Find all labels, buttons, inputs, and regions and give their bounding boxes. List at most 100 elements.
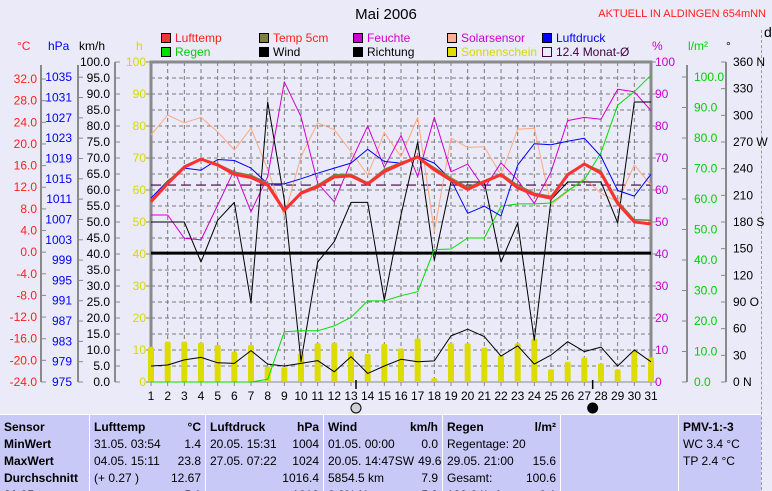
sunshine-bar — [231, 352, 237, 382]
axis-label-temp: -8.0 — [16, 288, 37, 302]
x-tick-label: 9 — [281, 389, 288, 403]
plot-frame — [151, 62, 651, 382]
x-tick-label: 17 — [411, 389, 425, 403]
axis-label-wind: 65.0 — [87, 167, 111, 181]
axis-label-rain: 30.0 — [694, 284, 718, 298]
x-tick-label: 20 — [461, 389, 475, 403]
axis-label-rain: 90.0 — [694, 101, 718, 115]
cell-label: Regentage: 20 — [447, 436, 526, 453]
axis-label-pressure: 1035 — [45, 70, 72, 84]
axis-label-temp: -20.0 — [10, 353, 38, 367]
axis-label-wind: 60.0 — [87, 183, 111, 197]
cell-value: 1.4 — [184, 436, 201, 453]
axis-label-sun: 20 — [133, 311, 147, 325]
axis-label-direction: 60 — [733, 322, 747, 336]
x-tick-label: 11 — [311, 389, 324, 403]
table-row: 1013 — [210, 487, 319, 491]
x-tick-label: 6 — [231, 389, 238, 403]
axis-label-temp: 28.0 — [14, 94, 38, 108]
table-row: MinWert — [4, 436, 85, 453]
sunshine-bar — [548, 369, 554, 382]
cell-value: 0.0 — [421, 436, 438, 453]
cell-value: °C — [188, 419, 201, 436]
sunshine-bar — [215, 345, 221, 382]
table-row: 5854.5 km 7.9 — [328, 470, 438, 487]
axis-label-sun: 30 — [133, 279, 147, 293]
axis-label-temp: 32.0 — [14, 72, 38, 86]
axis-label-humidity: 100 — [655, 55, 675, 69]
sunshine-bar — [515, 343, 521, 382]
axis-label-temp: 20.0 — [14, 137, 38, 151]
x-tick-label: 25 — [544, 389, 558, 403]
axis-label-sun: 60 — [133, 183, 147, 197]
axis-label-direction: 360 N — [733, 55, 765, 69]
cell-value: 23.8 — [178, 453, 201, 470]
sunshine-bar — [531, 338, 537, 382]
cell-label: 20.05. 14:47SW — [328, 453, 414, 470]
axis-label-sun: 0 — [139, 375, 146, 389]
x-tick-label: 10 — [294, 389, 308, 403]
axis-label-rain: 20.0 — [694, 314, 718, 328]
cell-value: 0.1 — [539, 487, 556, 491]
x-tick-label: 26 — [561, 389, 575, 403]
sunshine-bar — [348, 352, 354, 382]
grid — [151, 62, 651, 382]
cell-value: 1016.4 — [282, 470, 319, 487]
axis-label-wind: 45.0 — [87, 231, 111, 245]
x-tick-label: 3 — [181, 389, 188, 403]
axis-label-humidity: 80 — [655, 119, 669, 133]
sunshine-bar — [365, 354, 371, 382]
table-row: 31.05. 03:54 1.4 — [94, 436, 201, 453]
x-tick-label: 14 — [361, 389, 375, 403]
cell-label: MaxWert — [4, 453, 54, 470]
sunshine-bar — [581, 357, 587, 382]
axis-label-humidity: 60 — [655, 183, 669, 197]
axis-label-pressure: 975 — [52, 375, 72, 389]
axis-label-pressure: 1011 — [46, 192, 72, 206]
axis-label-humidity: 30 — [655, 279, 669, 293]
axis-label-sun: 90 — [133, 87, 147, 101]
cell-value: 7.9 — [421, 470, 438, 487]
axis-label-temp: 16.0 — [14, 159, 38, 173]
axis-label-wind: 55.0 — [87, 199, 111, 213]
axis-label-pressure: 1003 — [45, 233, 72, 247]
sunshine-bar — [331, 343, 337, 382]
axis-label-pressure: 991 — [52, 294, 72, 308]
cell-label: Durchschnitt — [4, 470, 78, 487]
cell-label: MinWert — [4, 436, 51, 453]
table-column-empty — [560, 415, 678, 491]
sunshine-bar — [165, 342, 171, 382]
axis-label-direction: 120 — [733, 268, 753, 282]
axis-label-direction: 240 — [733, 162, 753, 176]
sunshine-bar — [281, 367, 287, 382]
sunshine-bar — [615, 369, 621, 382]
cell-value: km/h — [410, 419, 438, 436]
sunshine-bar — [431, 378, 437, 382]
axis-label-temp: -12.0 — [10, 310, 38, 324]
axis-label-direction: 210 — [733, 188, 753, 202]
axis-label-wind: 95.0 — [87, 71, 111, 85]
axis-label-direction: 0 N — [733, 375, 752, 389]
table-row: 5.1 — [94, 487, 201, 491]
sunshine-bar — [565, 362, 571, 382]
axis-label-wind: 70.0 — [87, 151, 111, 165]
cell-label: 5854.5 km — [328, 470, 384, 487]
cell-label: Sensor — [4, 419, 45, 436]
axis-label-humidity: 20 — [655, 311, 669, 325]
cell-value: 49.6 — [418, 453, 441, 470]
axis-label-wind: 75.0 — [87, 135, 111, 149]
sunshine-bar — [465, 343, 471, 382]
axis-label-direction: 330 — [733, 82, 753, 96]
axis-label-pressure: 995 — [52, 273, 72, 287]
table-row: 1016.4 — [210, 470, 319, 487]
axis-label-direction: 300 — [733, 108, 753, 122]
x-tick-label: 24 — [528, 389, 542, 403]
cell-label: 31.05. 03:54 — [94, 436, 161, 453]
axis-label-pressure: 999 — [52, 253, 72, 267]
table-row: Sensor — [4, 419, 85, 436]
axis-label-humidity: 70 — [655, 151, 669, 165]
x-tick-label: 4 — [198, 389, 205, 403]
